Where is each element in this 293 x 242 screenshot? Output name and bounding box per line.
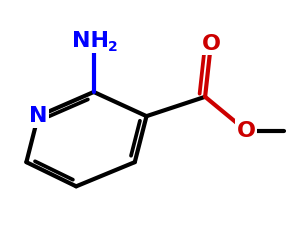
Text: 2: 2	[108, 40, 118, 54]
Text: O: O	[202, 34, 220, 53]
Text: NH: NH	[72, 31, 109, 51]
Text: O: O	[237, 121, 255, 141]
Text: N: N	[29, 106, 47, 126]
